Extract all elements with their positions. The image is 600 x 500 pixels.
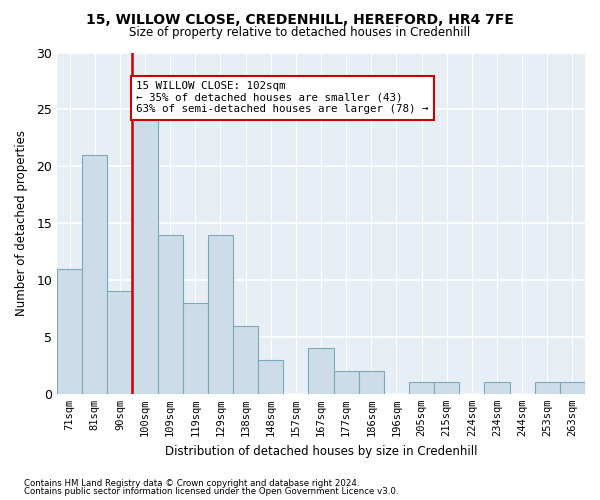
Bar — [484, 382, 509, 394]
Bar — [208, 234, 233, 394]
Bar — [434, 382, 460, 394]
Bar — [183, 303, 208, 394]
X-axis label: Distribution of detached houses by size in Credenhill: Distribution of detached houses by size … — [165, 444, 477, 458]
Bar — [535, 382, 560, 394]
Bar — [409, 382, 434, 394]
Text: Size of property relative to detached houses in Credenhill: Size of property relative to detached ho… — [130, 26, 470, 39]
Bar — [258, 360, 283, 394]
Bar — [560, 382, 585, 394]
Bar — [158, 234, 183, 394]
Bar — [308, 348, 334, 394]
Text: 15, WILLOW CLOSE, CREDENHILL, HEREFORD, HR4 7FE: 15, WILLOW CLOSE, CREDENHILL, HEREFORD, … — [86, 12, 514, 26]
Text: Contains HM Land Registry data © Crown copyright and database right 2024.: Contains HM Land Registry data © Crown c… — [24, 478, 359, 488]
Bar — [133, 110, 158, 394]
Bar — [57, 268, 82, 394]
Text: 15 WILLOW CLOSE: 102sqm
← 35% of detached houses are smaller (43)
63% of semi-de: 15 WILLOW CLOSE: 102sqm ← 35% of detache… — [136, 81, 429, 114]
Bar — [107, 292, 133, 394]
Bar — [82, 155, 107, 394]
Text: Contains public sector information licensed under the Open Government Licence v3: Contains public sector information licen… — [24, 487, 398, 496]
Bar — [334, 371, 359, 394]
Y-axis label: Number of detached properties: Number of detached properties — [15, 130, 28, 316]
Bar — [233, 326, 258, 394]
Bar — [359, 371, 384, 394]
